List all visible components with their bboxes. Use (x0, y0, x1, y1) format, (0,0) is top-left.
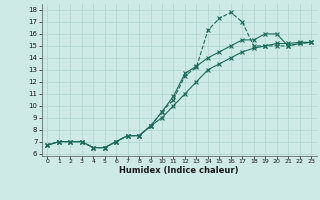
X-axis label: Humidex (Indice chaleur): Humidex (Indice chaleur) (119, 166, 239, 175)
